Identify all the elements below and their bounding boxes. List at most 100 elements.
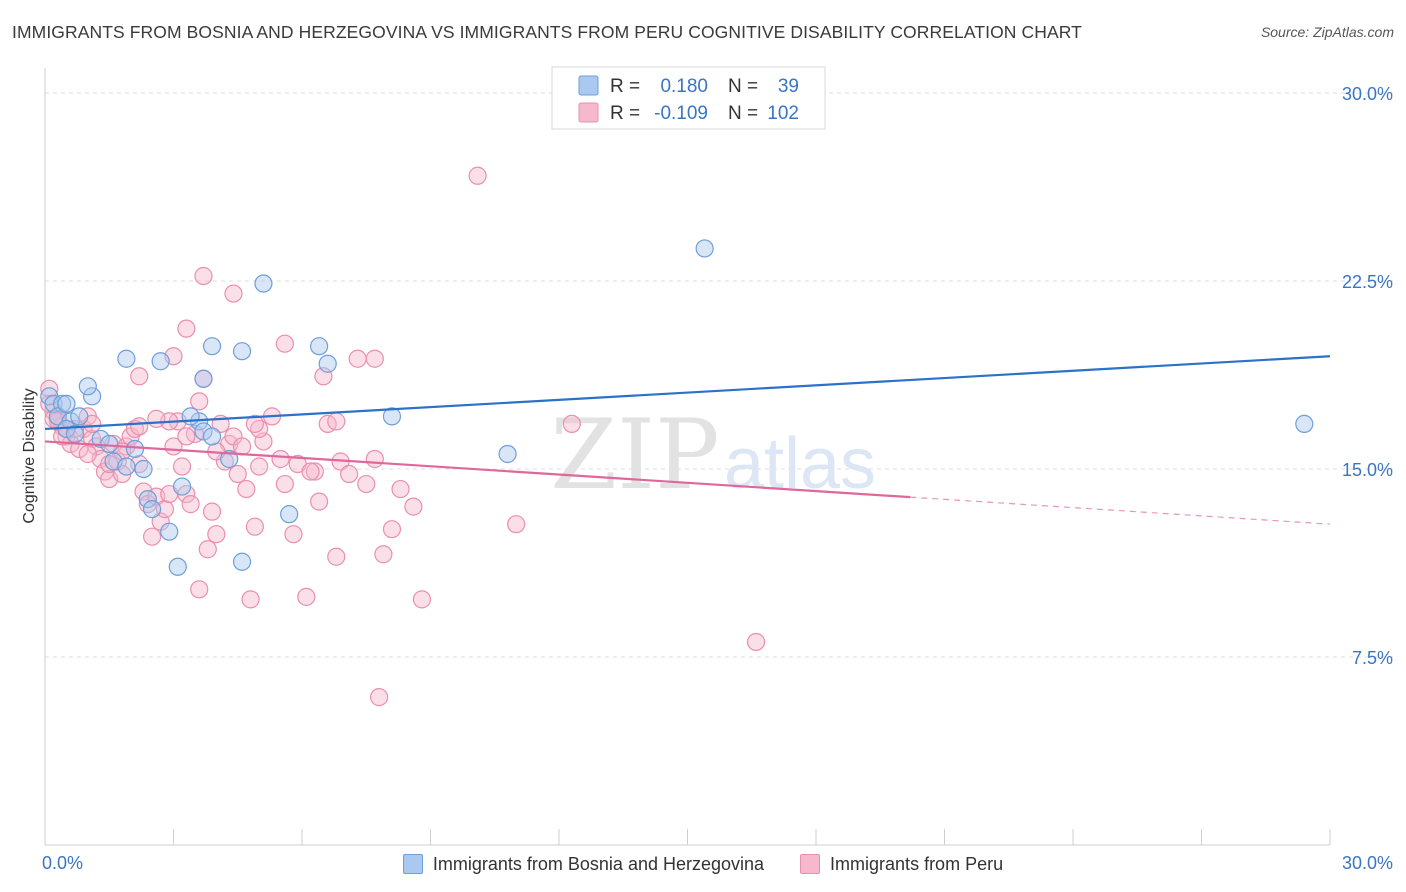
point-peru-44 bbox=[232, 437, 252, 456]
point-peru-0 bbox=[40, 379, 59, 398]
point-bosnia-40 bbox=[1295, 414, 1314, 434]
point-bosnia-30 bbox=[280, 505, 299, 524]
trend-lines bbox=[44, 355, 1331, 525]
watermark: ZIP atlas bbox=[550, 399, 876, 511]
watermark-zip: ZIP bbox=[550, 399, 719, 511]
point-peru-56 bbox=[305, 462, 324, 481]
point-peru-69 bbox=[412, 590, 432, 609]
point-peru-51 bbox=[271, 449, 290, 469]
point-bosnia-34 bbox=[232, 342, 252, 361]
point-peru-52 bbox=[275, 474, 294, 494]
point-peru-85 bbox=[746, 632, 766, 652]
point-peru-67 bbox=[391, 479, 410, 499]
point-peru-36 bbox=[198, 540, 217, 559]
point-peru-79 bbox=[224, 284, 243, 303]
point-bosnia-20 bbox=[168, 557, 187, 576]
point-peru-43 bbox=[228, 464, 247, 484]
point-bosnia-23 bbox=[194, 422, 213, 441]
point-bosnia-7 bbox=[83, 387, 102, 406]
stats-r-label-bosnia: R = bbox=[610, 76, 640, 97]
point-peru-59 bbox=[327, 547, 346, 566]
point-peru-57 bbox=[310, 492, 329, 511]
legend-label-peru: Immigrants from Peru bbox=[830, 853, 1004, 874]
point-peru-72 bbox=[78, 444, 97, 464]
point-peru-98 bbox=[130, 367, 149, 386]
point-peru-94 bbox=[177, 427, 196, 446]
point-bosnia-6 bbox=[70, 407, 89, 426]
point-peru-84 bbox=[562, 414, 581, 434]
legend-swatch-bosnia bbox=[402, 854, 423, 874]
axes: 0.0% 30.0% bbox=[42, 68, 1393, 873]
stats-legend-swatch-peru bbox=[578, 102, 599, 123]
point-peru-87 bbox=[468, 166, 487, 185]
point-bosnia-31 bbox=[117, 349, 136, 368]
point-peru-48 bbox=[250, 457, 269, 476]
point-bosnia-29 bbox=[254, 274, 273, 293]
point-peru-86 bbox=[370, 688, 389, 707]
legend-swatch-peru bbox=[800, 854, 821, 874]
point-bosnia-33 bbox=[202, 337, 222, 356]
stats-n-label-peru: N = bbox=[728, 103, 758, 124]
point-bosnia-8 bbox=[78, 377, 97, 396]
point-peru-82 bbox=[365, 349, 384, 368]
point-peru-30 bbox=[172, 457, 192, 476]
y-tick-label-2: 22.5% bbox=[1342, 272, 1393, 292]
series-legend: Immigrants from Bosnia and Herzegovina I… bbox=[0, 852, 1406, 876]
trend-line-peru bbox=[44, 440, 911, 499]
point-bosnia-28 bbox=[232, 552, 252, 571]
point-bosnia-26 bbox=[202, 427, 222, 446]
point-bosnia-14 bbox=[117, 457, 136, 476]
stats-r-label-peru: R = bbox=[610, 103, 640, 124]
point-bosnia-16 bbox=[134, 459, 153, 479]
stats-legend-swatch-bosnia bbox=[578, 75, 599, 96]
legend-item-peru: Immigrants from Peru bbox=[800, 852, 1003, 876]
point-bosnia-32 bbox=[151, 352, 170, 371]
point-peru-47 bbox=[245, 517, 264, 536]
point-peru-78 bbox=[194, 266, 213, 286]
point-peru-68 bbox=[404, 497, 423, 516]
point-peru-63 bbox=[357, 474, 376, 494]
point-bosnia-4 bbox=[57, 394, 76, 413]
stats-n-value-bosnia: 39 bbox=[778, 76, 799, 97]
point-bosnia-39 bbox=[695, 239, 714, 258]
point-peru-93 bbox=[147, 409, 166, 428]
point-bosnia-17 bbox=[138, 489, 157, 509]
point-peru-80 bbox=[275, 334, 294, 353]
point-bosnia-37 bbox=[382, 407, 402, 426]
point-peru-66 bbox=[382, 520, 402, 539]
point-peru-34 bbox=[190, 392, 209, 411]
point-bosnia-11 bbox=[91, 429, 110, 449]
point-peru-62 bbox=[348, 349, 367, 368]
point-bosnia-38 bbox=[498, 444, 517, 464]
point-peru-74 bbox=[130, 417, 149, 436]
point-peru-26 bbox=[155, 500, 175, 519]
point-peru-64 bbox=[365, 449, 384, 469]
point-peru-45 bbox=[237, 479, 256, 499]
point-peru-100 bbox=[245, 414, 264, 434]
point-bosnia-19 bbox=[160, 522, 179, 541]
point-peru-46 bbox=[241, 590, 260, 609]
point-peru-61 bbox=[340, 464, 359, 484]
gridlines: 7.5% 15.0% 22.5% 30.0% bbox=[45, 84, 1393, 668]
point-bosnia-24 bbox=[181, 407, 200, 426]
stats-n-value-peru: 102 bbox=[767, 103, 799, 124]
point-peru-38 bbox=[207, 525, 226, 544]
point-peru-37 bbox=[202, 502, 222, 521]
point-bosnia-27 bbox=[220, 449, 239, 469]
point-bosnia-18 bbox=[142, 500, 162, 519]
y-tick-label-1: 15.0% bbox=[1342, 460, 1393, 480]
x-tick-label-0: 0.0% bbox=[42, 853, 83, 873]
point-peru-53 bbox=[284, 525, 303, 544]
point-peru-83 bbox=[507, 515, 526, 534]
point-peru-97 bbox=[301, 462, 320, 481]
point-bosnia-15 bbox=[125, 439, 145, 459]
point-bosnia-25 bbox=[194, 369, 213, 388]
source-label: Source: ZipAtlas.com bbox=[1260, 24, 1394, 40]
point-peru-32 bbox=[181, 495, 200, 514]
stats-r-value-bosnia: 0.180 bbox=[660, 76, 708, 97]
point-peru-77 bbox=[190, 580, 209, 599]
series-bosnia-points bbox=[40, 239, 1314, 576]
chart-title: IMMIGRANTS FROM BOSNIA AND HERZEGOVINA V… bbox=[12, 22, 1082, 42]
stats-n-label-bosnia: N = bbox=[728, 76, 758, 97]
